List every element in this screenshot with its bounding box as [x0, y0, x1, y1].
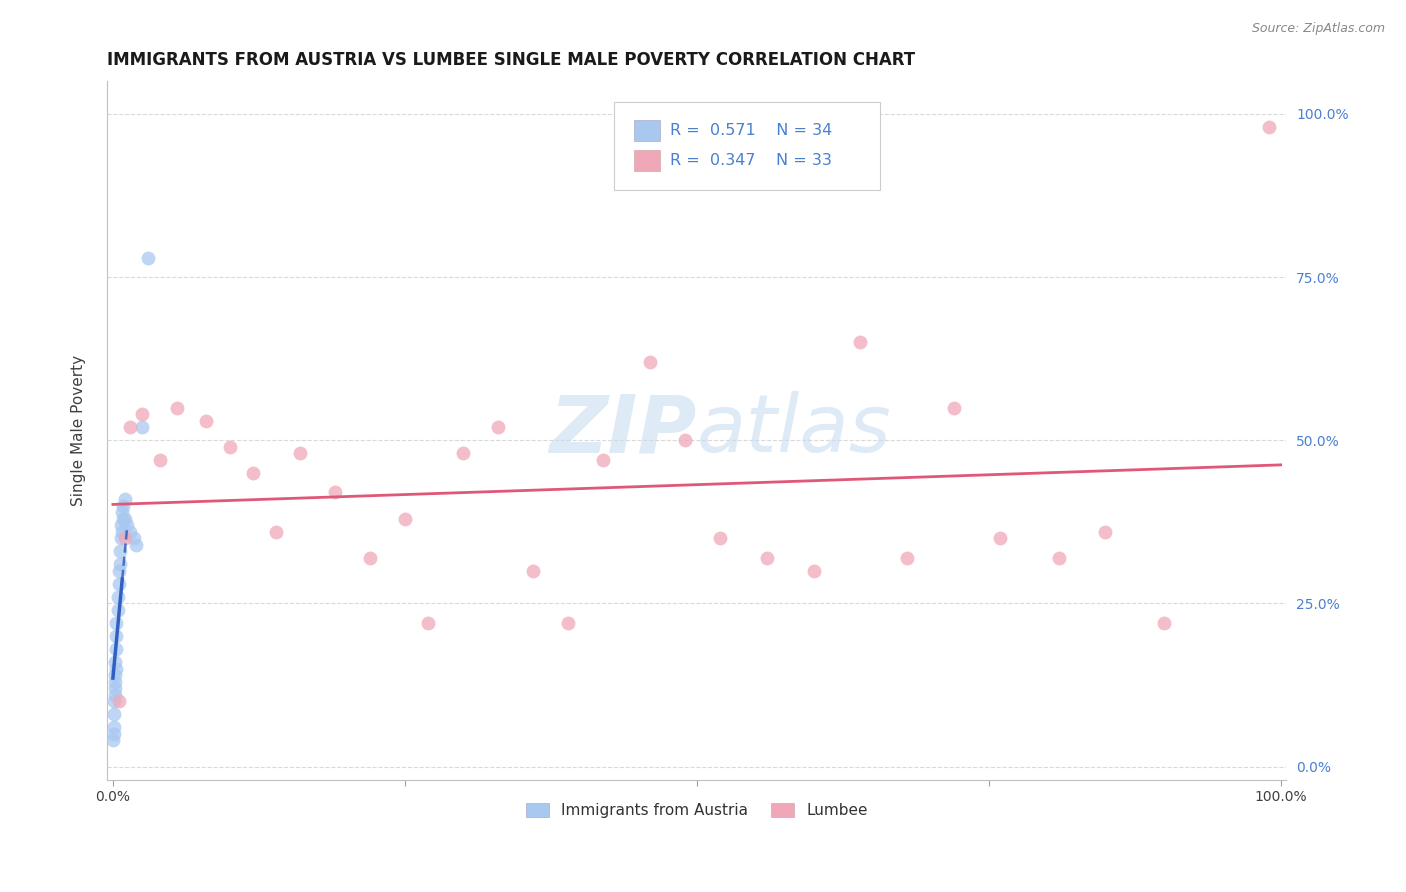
Point [131, 420, 153, 434]
Point [114, 511, 136, 525]
Point [104, 642, 127, 657]
Point [849, 335, 872, 350]
Point [638, 355, 661, 369]
Point [394, 511, 416, 525]
Text: IMMIGRANTS FROM AUSTRIA VS LUMBEE SINGLE MALE POVERTY CORRELATION CHART: IMMIGRANTS FROM AUSTRIA VS LUMBEE SINGLE… [107, 51, 915, 69]
Point [149, 453, 172, 467]
Point [1153, 615, 1175, 630]
Point [103, 727, 125, 741]
Point [522, 564, 544, 578]
Bar [634, 150, 661, 170]
Point [323, 485, 346, 500]
Point [108, 544, 131, 558]
Point [112, 499, 135, 513]
Point [114, 491, 136, 506]
Point [896, 550, 918, 565]
Point [755, 550, 778, 565]
Point [114, 531, 136, 545]
Point [103, 733, 125, 747]
Point [103, 694, 125, 708]
Point [111, 505, 134, 519]
Text: ZIP: ZIP [550, 392, 697, 469]
Point [103, 707, 125, 722]
Point [990, 531, 1012, 545]
Point [288, 446, 311, 460]
Text: R =  0.347    N = 33: R = 0.347 N = 33 [669, 153, 831, 168]
Point [103, 720, 125, 734]
Point [673, 434, 696, 448]
Point [107, 590, 129, 604]
Point [107, 564, 129, 578]
Point [104, 674, 127, 689]
Text: atlas: atlas [697, 392, 891, 469]
Point [110, 531, 132, 545]
Point [125, 538, 148, 552]
Point [803, 564, 825, 578]
Point [107, 603, 129, 617]
Point [104, 688, 127, 702]
Point [418, 615, 440, 630]
Point [122, 531, 145, 545]
Point [105, 662, 128, 676]
Text: Source: ZipAtlas.com: Source: ZipAtlas.com [1251, 22, 1385, 36]
Y-axis label: Single Male Poverty: Single Male Poverty [72, 355, 86, 506]
Point [120, 524, 142, 539]
Point [1047, 550, 1070, 565]
Point [218, 440, 240, 454]
Point [557, 615, 579, 630]
Point [359, 550, 381, 565]
Point [107, 694, 129, 708]
Point [136, 251, 159, 265]
Point [104, 655, 127, 669]
Point [108, 558, 131, 572]
Point [195, 414, 218, 428]
Point [166, 401, 188, 415]
Point [105, 615, 128, 630]
FancyBboxPatch shape [614, 103, 880, 190]
Point [105, 629, 128, 643]
Legend: Immigrants from Austria, Lumbee: Immigrants from Austria, Lumbee [520, 797, 873, 824]
Point [266, 524, 288, 539]
Point [110, 518, 132, 533]
Bar [634, 120, 661, 141]
Point [112, 511, 135, 525]
Point [451, 446, 474, 460]
Point [709, 531, 731, 545]
Point [115, 518, 138, 533]
Point [120, 420, 142, 434]
Point [107, 577, 129, 591]
Point [942, 401, 965, 415]
Point [1094, 524, 1116, 539]
Point [242, 466, 264, 480]
Point [111, 524, 134, 539]
Point [104, 681, 127, 696]
Text: R =  0.571    N = 34: R = 0.571 N = 34 [669, 123, 832, 137]
Point [104, 668, 127, 682]
Point [592, 453, 614, 467]
Point [486, 420, 509, 434]
Point [1258, 120, 1281, 134]
Point [131, 407, 153, 421]
